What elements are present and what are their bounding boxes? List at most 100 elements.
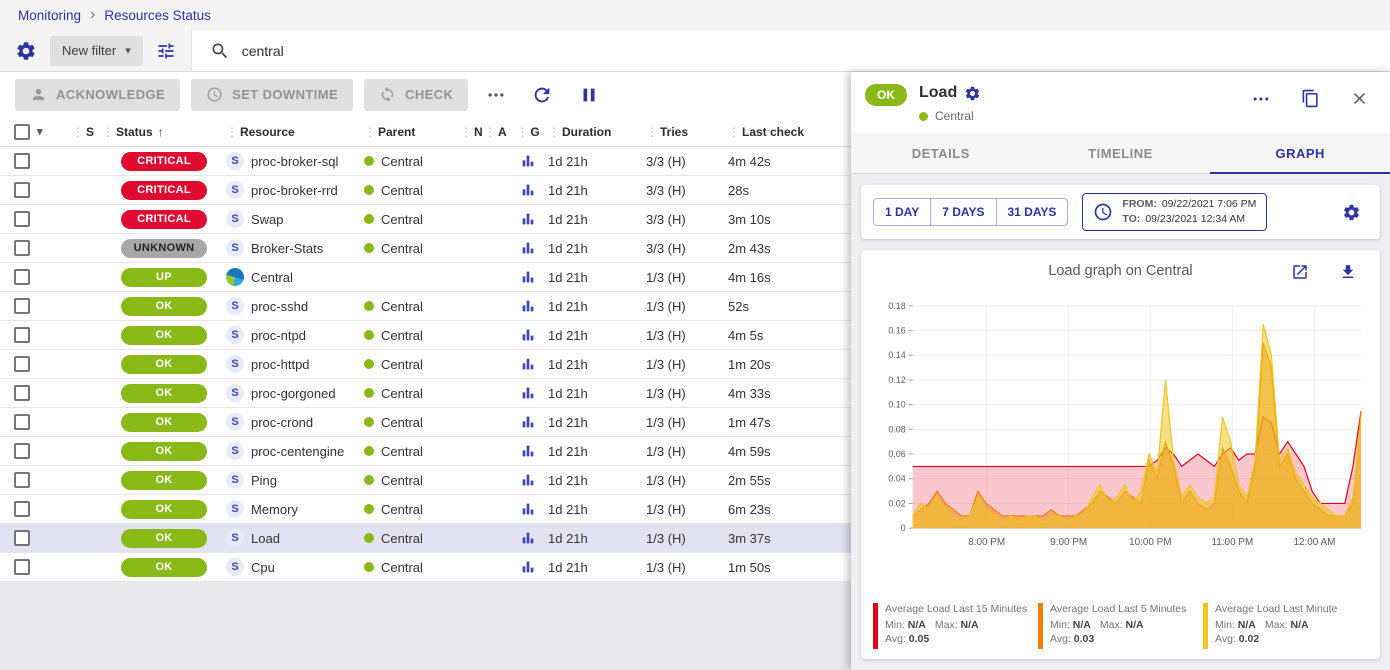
filter-tune-button[interactable] [156, 41, 176, 61]
resource-name[interactable]: Ping [251, 472, 278, 488]
service-settings-gear-icon[interactable] [964, 85, 981, 102]
graph-icon[interactable] [520, 501, 536, 517]
graph-icon[interactable] [520, 472, 536, 488]
custom-time-period[interactable]: FROM: 09/22/2021 7:06 PM TO: 09/23/2021 12… [1082, 193, 1268, 232]
graph-icon[interactable] [520, 327, 536, 343]
column-drag-icon[interactable]: ⋮ [460, 124, 472, 139]
column-header-tries[interactable]: Tries [660, 124, 689, 139]
filter-settings-button[interactable] [15, 40, 37, 62]
range-1-day-button[interactable]: 1 DAY [873, 198, 932, 227]
resource-name[interactable]: Cpu [251, 559, 275, 575]
table-row[interactable]: UNKNOWN S Broker-Stats Central 1d 21h 3/… [0, 234, 851, 263]
graph-icon[interactable] [520, 211, 536, 227]
tab-timeline[interactable]: TIMELINE [1088, 146, 1153, 161]
graph-icon[interactable] [520, 385, 536, 401]
resource-name[interactable]: proc-httpd [251, 356, 310, 372]
column-drag-icon[interactable]: ⋮ [226, 124, 238, 139]
column-header-resource[interactable]: Resource [240, 124, 295, 139]
table-row[interactable]: CRITICAL S proc-broker-sql Central 1d 21… [0, 147, 851, 176]
row-checkbox[interactable] [14, 414, 30, 430]
graph-icon[interactable] [520, 530, 536, 546]
table-row[interactable]: OK S proc-gorgoned Central 1d 21h 1/3 (H… [0, 379, 851, 408]
graph-icon[interactable] [520, 356, 536, 372]
breadcrumb-resources-status[interactable]: Resources Status [104, 7, 211, 23]
close-panel-button[interactable] [1343, 87, 1376, 110]
row-checkbox[interactable] [14, 182, 30, 198]
row-checkbox[interactable] [14, 240, 30, 256]
table-row[interactable]: OK S proc-sshd Central 1d 21h 1/3 (H) 52… [0, 292, 851, 321]
copy-link-button[interactable] [1294, 87, 1327, 110]
panel-more-button[interactable] [1244, 87, 1278, 111]
table-row[interactable]: CRITICAL S Swap Central 1d 21h 3/3 (H) 3… [0, 205, 851, 234]
legend-item[interactable]: Average Load Last 5 Minutes Min: N/A Max:… [1038, 603, 1203, 649]
resource-name[interactable]: proc-centengine [251, 443, 345, 459]
column-drag-icon[interactable]: ⋮ [484, 124, 496, 139]
legend-item[interactable]: Average Load Last 15 Minutes Min: N/A Max… [873, 603, 1038, 649]
graph-icon[interactable] [520, 269, 536, 285]
column-header-g[interactable]: G [530, 124, 540, 139]
breadcrumb-monitoring[interactable]: Monitoring [18, 7, 82, 23]
column-header-duration[interactable]: Duration [562, 124, 612, 139]
table-row[interactable]: OK S Memory Central 1d 21h 1/3 (H) 6m 23… [0, 495, 851, 524]
row-checkbox[interactable] [14, 298, 30, 314]
new-filter-dropdown[interactable]: New filter ▾ [50, 35, 143, 66]
row-checkbox[interactable] [14, 327, 30, 343]
column-drag-icon[interactable]: ⋮ [646, 124, 658, 139]
resource-name[interactable]: Load [251, 530, 280, 546]
row-checkbox[interactable] [14, 269, 30, 285]
table-row[interactable]: OK S Ping Central 1d 21h 1/3 (H) 2m 55s [0, 466, 851, 495]
column-header-a[interactable]: A [498, 124, 507, 139]
column-header-severity[interactable]: S [86, 124, 95, 139]
row-checkbox[interactable] [14, 356, 30, 372]
check-button[interactable]: CHECK [364, 78, 469, 111]
row-checkbox[interactable] [14, 443, 30, 459]
row-checkbox[interactable] [14, 385, 30, 401]
range-31-days-button[interactable]: 31 DAYS [995, 198, 1069, 227]
table-row[interactable]: OK S proc-crond Central 1d 21h 1/3 (H) 1… [0, 408, 851, 437]
graph-settings-button[interactable] [1335, 201, 1368, 224]
sort-ascending-icon[interactable]: ↑ [157, 124, 164, 139]
table-row[interactable]: CRITICAL S proc-broker-rrd Central 1d 21… [0, 176, 851, 205]
row-checkbox[interactable] [14, 559, 30, 575]
graph-icon[interactable] [520, 559, 536, 575]
column-drag-icon[interactable]: ⋮ [364, 124, 376, 139]
resource-name[interactable]: Broker-Stats [251, 240, 324, 256]
load-chart[interactable]: 8:00 PM 9:00 PM 10:00 PM 11:00 PM 12:00 AM 0 0… [869, 286, 1372, 560]
resource-name[interactable]: proc-broker-rrd [251, 182, 338, 198]
column-header-n[interactable]: N [474, 124, 483, 139]
column-header-last-check[interactable]: Last check [742, 124, 805, 139]
set-downtime-button[interactable]: SET DOWNTIME [191, 78, 354, 111]
column-drag-icon[interactable]: ⋮ [548, 124, 560, 139]
resource-name[interactable]: Swap [251, 211, 284, 227]
row-checkbox[interactable] [14, 211, 30, 227]
column-header-status[interactable]: Status [116, 124, 153, 139]
resource-name[interactable]: Memory [251, 501, 298, 517]
pause-refresh-button[interactable] [571, 82, 607, 108]
acknowledge-button[interactable]: ACKNOWLEDGE [15, 78, 181, 111]
row-checkbox[interactable] [14, 472, 30, 488]
legend-item[interactable]: Average Load Last Minute Min: N/A Max: N/… [1203, 603, 1368, 649]
graph-icon[interactable] [520, 182, 536, 198]
more-actions-button[interactable] [479, 83, 513, 107]
column-header-parent[interactable]: Parent [378, 124, 416, 139]
graph-icon[interactable] [520, 240, 536, 256]
resource-name[interactable]: proc-broker-sql [251, 153, 339, 169]
row-checkbox[interactable] [14, 501, 30, 517]
search-field[interactable] [190, 30, 1390, 71]
resource-name[interactable]: proc-crond [251, 414, 314, 430]
graph-icon[interactable] [520, 414, 536, 430]
column-drag-icon[interactable]: ⋮ [728, 124, 740, 139]
table-row[interactable]: OK S proc-centengine Central 1d 21h 1/3 … [0, 437, 851, 466]
table-row[interactable]: OK S proc-httpd Central 1d 21h 1/3 (H) 1… [0, 350, 851, 379]
table-row[interactable]: UP Central 1d 21h 1/3 (H) 4m 16s [0, 263, 851, 292]
column-drag-icon[interactable]: ⋮ [102, 124, 114, 139]
range-7-days-button[interactable]: 7 DAYS [930, 198, 997, 227]
export-graph-button[interactable] [1332, 261, 1364, 283]
row-checkbox[interactable] [14, 153, 30, 169]
column-drag-icon[interactable]: ⋮ [516, 124, 529, 139]
graph-icon[interactable] [520, 443, 536, 459]
resource-name[interactable]: Central [251, 269, 293, 285]
graph-icon[interactable] [520, 153, 536, 169]
resource-name[interactable]: proc-ntpd [251, 327, 306, 343]
refresh-button[interactable] [524, 82, 560, 108]
